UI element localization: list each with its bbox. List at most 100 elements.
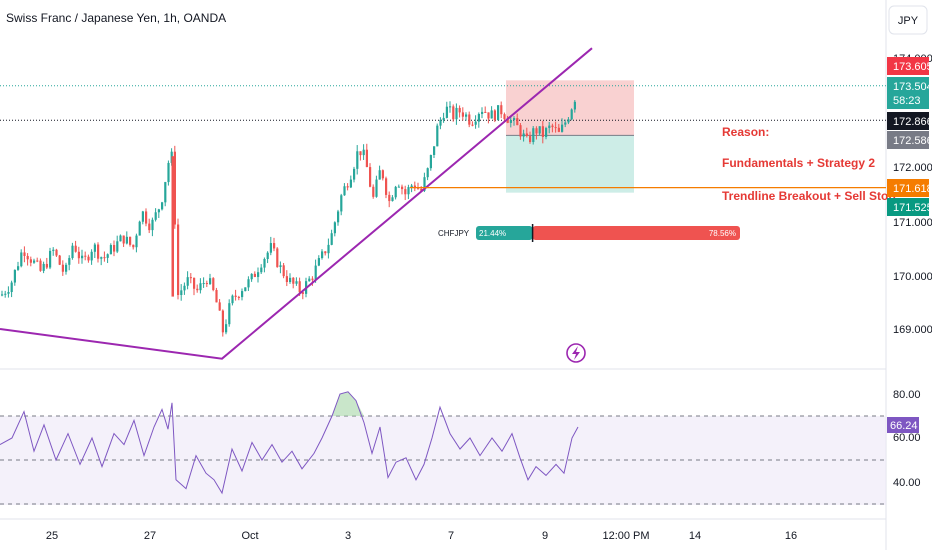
- sentiment-short-label: 78.56%: [709, 229, 736, 238]
- countdown-label: 58:23: [893, 95, 921, 107]
- candle-body: [257, 272, 260, 277]
- candle-body: [193, 277, 196, 289]
- svg-text:172.586: 172.586: [893, 135, 932, 147]
- candle-body: [532, 128, 535, 143]
- candle-body: [250, 273, 253, 280]
- candle-body: [87, 256, 90, 261]
- candle-body: [401, 186, 404, 190]
- candle-body: [148, 223, 151, 231]
- candle-body: [289, 277, 292, 283]
- candle-body: [429, 155, 432, 169]
- candle-body: [20, 252, 23, 267]
- candle-body: [452, 106, 455, 120]
- candle-body: [215, 289, 218, 303]
- candle-body: [458, 107, 461, 113]
- candle-body: [119, 235, 122, 242]
- sentiment-short-bar: [532, 226, 740, 240]
- candle-body: [279, 265, 282, 267]
- candle-body: [36, 260, 39, 262]
- candle-body: [378, 170, 381, 180]
- candle-body: [167, 162, 170, 183]
- candle-body: [132, 244, 135, 248]
- candle-body: [17, 266, 20, 270]
- candle-body: [561, 124, 564, 132]
- candle-body: [113, 245, 116, 252]
- candle-body: [49, 250, 52, 268]
- candle-body: [413, 185, 416, 189]
- candle-body: [381, 170, 384, 179]
- drawing-lines: [0, 47, 886, 360]
- candle-body: [122, 235, 125, 244]
- candle-body: [237, 296, 240, 298]
- candle-body: [247, 279, 250, 288]
- candle-body: [503, 114, 506, 120]
- candle-body: [1, 294, 4, 296]
- candle-body: [71, 245, 74, 259]
- candle-body: [314, 265, 317, 280]
- candle-body: [340, 195, 343, 212]
- candle-body: [241, 291, 244, 298]
- candle-body: [39, 260, 42, 271]
- candle-body: [263, 259, 266, 268]
- candle-body: [4, 293, 7, 295]
- time-tick: 12:00 PM: [602, 530, 649, 542]
- candle-body: [68, 258, 71, 265]
- candle-body: [375, 179, 378, 197]
- candle-body: [55, 249, 58, 256]
- sentiment-widget[interactable]: CHFJPY 21.44% 78.56%: [438, 224, 740, 242]
- lightning-icon[interactable]: [566, 343, 586, 363]
- candle-body: [541, 126, 544, 137]
- candle-body: [90, 251, 93, 261]
- svg-text:171.618: 171.618: [893, 183, 932, 195]
- candle-body: [7, 292, 10, 294]
- candle-body: [151, 219, 154, 231]
- candle-body: [484, 111, 487, 113]
- candle-body: [573, 101, 576, 110]
- candle-body: [135, 235, 138, 248]
- currency-button[interactable]: JPY: [888, 5, 928, 35]
- candle-body: [77, 251, 80, 259]
- candle-body: [490, 110, 493, 119]
- candle-body: [282, 265, 285, 277]
- candle-body: [500, 105, 503, 115]
- candle-body: [385, 178, 388, 195]
- candle-body: [481, 111, 484, 114]
- candle-body: [295, 281, 298, 284]
- candle-body: [388, 194, 391, 202]
- candle-body: [439, 120, 442, 126]
- candle-body: [273, 243, 276, 249]
- candle-body: [529, 136, 532, 143]
- candle-body: [442, 117, 445, 121]
- candle-body: [567, 119, 570, 123]
- candle-body: [234, 295, 237, 297]
- candle-body: [333, 222, 336, 234]
- candle-body: [199, 283, 202, 291]
- time-tick: 3: [345, 530, 351, 542]
- candle-body: [253, 273, 256, 277]
- candle-body: [397, 186, 400, 188]
- candle-body: [228, 303, 231, 325]
- candle-body: [468, 114, 471, 125]
- price-tag-stop: 171.525: [887, 198, 932, 216]
- candle-body: [116, 241, 119, 252]
- candle-body: [535, 128, 538, 134]
- candle-body: [417, 188, 420, 190]
- rsi-value-tag: 66.24: [887, 417, 919, 433]
- candle-body: [353, 168, 356, 180]
- candle-body: [164, 182, 167, 203]
- candle-body: [100, 257, 103, 259]
- candle-body: [311, 278, 314, 280]
- candle-body: [74, 245, 77, 252]
- candle-body: [337, 211, 340, 223]
- candle-body: [471, 124, 474, 126]
- candle-body: [522, 133, 525, 137]
- candle-body: [145, 211, 148, 224]
- candle-body: [141, 211, 144, 222]
- candle-body: [493, 110, 496, 121]
- candle-body: [477, 113, 480, 122]
- candle-body: [548, 125, 551, 129]
- candle-body: [327, 244, 330, 254]
- candle-body: [33, 260, 36, 263]
- candle-body: [180, 290, 183, 295]
